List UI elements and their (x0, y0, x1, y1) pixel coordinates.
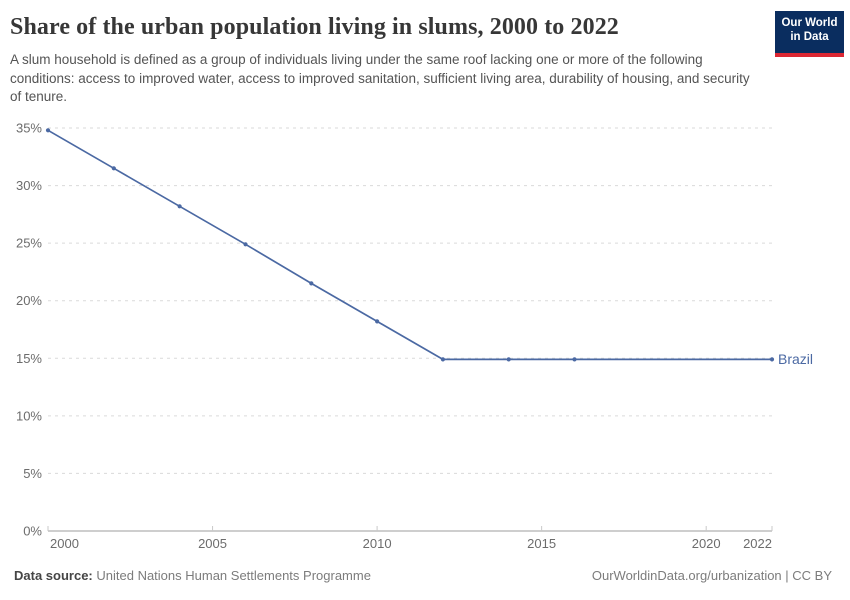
attribution: OurWorldinData.org/urbanization | CC BY (591, 568, 832, 583)
series-line[interactable] (47, 129, 772, 361)
y-tick-label: 20% (16, 293, 42, 308)
owid-logo-accent-bar (775, 52, 844, 57)
y-tick-label: 0% (23, 524, 42, 539)
x-tick-label: 2000 (50, 536, 79, 551)
owid-logo-line1: Our World (781, 16, 838, 29)
data-point[interactable] (375, 319, 380, 324)
y-tick-label: 10% (16, 408, 42, 423)
owid-logo[interactable]: Our World in Data (775, 11, 844, 57)
data-point[interactable] (506, 357, 511, 362)
data-point[interactable] (572, 357, 577, 362)
y-tick-label: 5% (23, 466, 42, 481)
x-tick-label: 2015 (527, 536, 556, 551)
chart-subtitle: A slum household is defined as a group o… (10, 52, 750, 104)
data-point[interactable] (243, 242, 248, 247)
owid-logo-line2: in Data (790, 30, 829, 43)
y-tick-label: 30% (16, 178, 42, 193)
page-title: Share of the urban population living in … (10, 14, 619, 40)
x-tick-label: 2010 (363, 536, 392, 551)
series-end-label[interactable]: Brazil (778, 351, 813, 367)
data-source-value: United Nations Human Settlements Program… (96, 568, 371, 583)
data-source: Data source: United Nations Human Settle… (14, 568, 371, 583)
x-tick-label: 2022 (743, 536, 772, 551)
data-source-label: Data source: (14, 568, 93, 583)
data-point[interactable] (769, 357, 775, 362)
x-tick-label: 2005 (198, 536, 227, 551)
data-point[interactable] (111, 166, 116, 171)
y-tick-label: 35% (16, 121, 42, 136)
x-tick-label: 2020 (692, 536, 721, 551)
data-point[interactable] (440, 357, 445, 362)
y-tick-label: 15% (16, 351, 42, 366)
y-tick-label: 25% (16, 236, 42, 251)
data-point[interactable] (309, 281, 314, 286)
data-point[interactable] (177, 204, 182, 209)
data-point[interactable] (45, 128, 51, 133)
